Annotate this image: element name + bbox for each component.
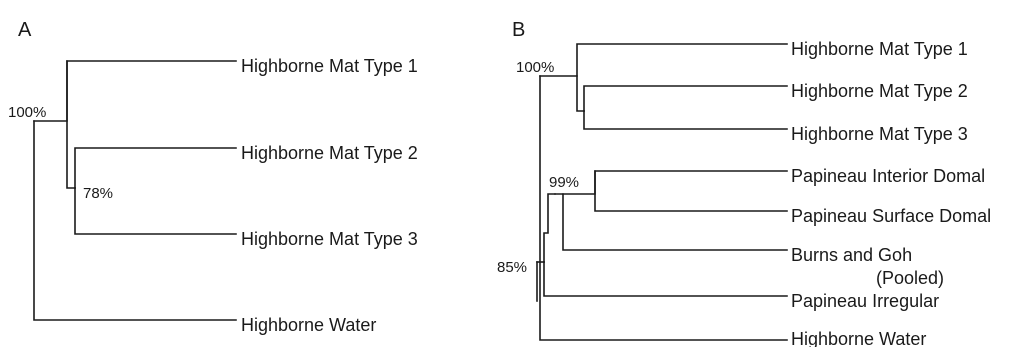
panel-b-papineau-clade-branch <box>543 193 556 263</box>
panel-b-leaf-mat-type-2: Highborne Mat Type 2 <box>791 81 968 101</box>
panel-b-tree <box>536 43 788 341</box>
panel-a-support-78: 78% <box>83 185 113 202</box>
panel-a-leaf-mat-type-1: Highborne Mat Type 1 <box>241 56 418 76</box>
panel-b-leaf-mat-type-3: Highborne Mat Type 3 <box>791 124 968 144</box>
panel-b-support-99: 99% <box>549 174 579 191</box>
panel-a-leaf-mat-type-2: Highborne Mat Type 2 <box>241 143 418 163</box>
panel-b-leaf-papineau-interior-domal: Papineau Interior Domal <box>791 166 985 186</box>
panel-b-surface-domal-branch <box>594 170 788 212</box>
panel-b-support-85: 85% <box>497 259 527 276</box>
panel-b-node-99-branch <box>554 193 788 251</box>
panel-b-root-branch <box>539 75 788 341</box>
panel-b-label: B <box>512 19 525 41</box>
panel-a-label: A <box>18 19 32 41</box>
panel-a: A 100% 78% Highborne Mat Type 1 Highborn… <box>8 19 418 335</box>
panel-b-type3-branch <box>583 110 788 130</box>
panel-b-support-100: 100% <box>516 59 554 76</box>
panel-b-leaf-burns-and-goh: Burns and Goh <box>791 245 912 265</box>
panel-a-leaf-mat-type-3: Highborne Mat Type 3 <box>241 229 418 249</box>
panel-b-leaf-mat-type-1: Highborne Mat Type 1 <box>791 39 968 59</box>
panel-a-root-branch <box>33 120 237 321</box>
panel-a-mat-clade-branch <box>33 60 237 122</box>
panel-a-type3-branch <box>74 187 237 235</box>
panel-b-mat-clade-branch <box>539 43 788 77</box>
panel-b-leaf-pooled-note: (Pooled) <box>876 268 944 288</box>
panel-a-tree <box>33 60 237 321</box>
panel-b-leaf-water: Highborne Water <box>791 329 926 347</box>
panel-b: B 100% 99% 85% Highborne Mat Type 1 High… <box>497 19 991 347</box>
panel-a-type2-branch <box>74 147 237 189</box>
panel-b-node-85-irregular <box>543 261 788 297</box>
panel-a-leaf-water: Highborne Water <box>241 315 376 335</box>
panel-b-type2-branch <box>583 85 788 112</box>
panel-b-leaf-papineau-surface-domal: Papineau Surface Domal <box>791 206 991 226</box>
panel-a-node-78-branch <box>66 60 76 189</box>
panel-b-domal-clade-branch <box>562 170 788 195</box>
panel-b-leaf-papineau-irregular: Papineau Irregular <box>791 291 939 311</box>
panel-b-mat-subclade-branch <box>576 75 585 112</box>
panel-a-support-100: 100% <box>8 104 46 121</box>
